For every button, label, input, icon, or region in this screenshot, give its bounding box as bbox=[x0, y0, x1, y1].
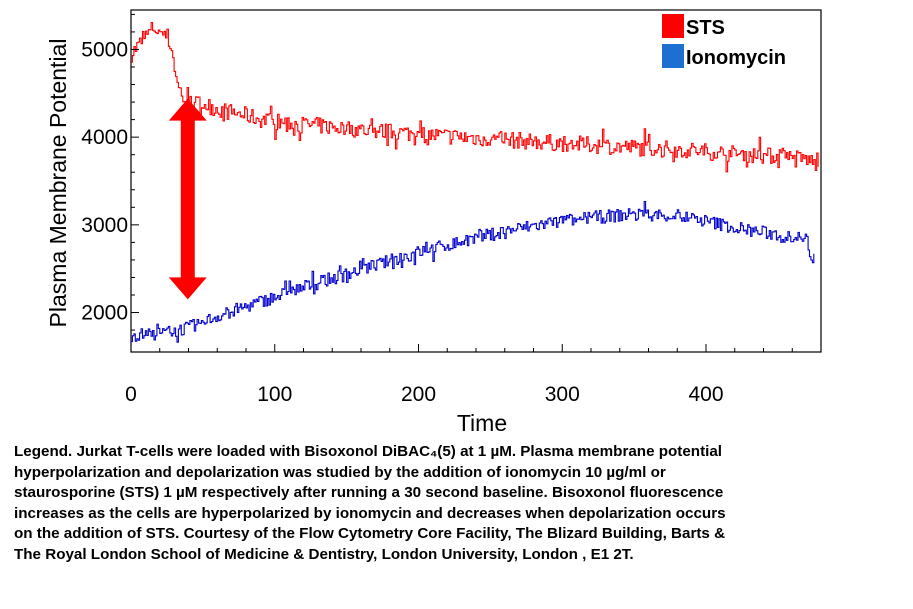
caption-line: increases as the cells are hyperpolarize… bbox=[14, 504, 726, 522]
caption-line: on the addition of STS. Courtesy of the … bbox=[14, 525, 726, 543]
ticks-layer: 0 100 200 300 400 2000 3000 4000 5000 bbox=[81, 13, 793, 406]
x-tick-label-200: 200 bbox=[401, 383, 436, 406]
annotation-layer bbox=[168, 98, 207, 300]
y-tick-label-4000: 4000 bbox=[81, 126, 128, 149]
y-axis-title: Plasma Membrane Potential bbox=[45, 39, 71, 328]
x-axis-title: Time bbox=[457, 410, 507, 436]
x-tick-label-300: 300 bbox=[545, 383, 580, 406]
legend-swatch-sts bbox=[662, 14, 684, 38]
y-tick-label-5000: 5000 bbox=[81, 38, 128, 61]
y-tick-label-2000: 2000 bbox=[81, 302, 128, 325]
caption-line: The Royal London School of Medicine & De… bbox=[14, 545, 634, 563]
legend-label-ionomycin: Ionomycin bbox=[686, 47, 786, 69]
series-line-sts bbox=[131, 21, 819, 173]
legend: STS Ionomycin bbox=[662, 14, 786, 69]
x-tick-label-100: 100 bbox=[257, 383, 292, 406]
x-tick-label-0: 0 bbox=[125, 383, 137, 406]
x-tick-label-400: 400 bbox=[688, 383, 723, 406]
caption-line: Legend. Jurkat T-cells were loaded with … bbox=[14, 443, 723, 460]
figure-caption: Legend. Jurkat T-cells were loaded with … bbox=[14, 442, 909, 566]
membrane-potential-chart: 0 100 200 300 400 2000 3000 4000 5000 Time Plasm… bbox=[45, 9, 822, 436]
series-line-ionomycin bbox=[131, 200, 815, 343]
caption-line: staurosporine (STS) 1 µM respectively af… bbox=[14, 484, 724, 502]
series-layer bbox=[131, 21, 819, 343]
double-arrow-icon bbox=[168, 98, 207, 300]
legend-swatch-ionomycin bbox=[662, 44, 684, 68]
y-tick-label-3000: 3000 bbox=[81, 214, 128, 237]
legend-label-sts: STS bbox=[686, 17, 725, 39]
caption-line: hyperpolarization and depolarization was… bbox=[14, 463, 666, 481]
